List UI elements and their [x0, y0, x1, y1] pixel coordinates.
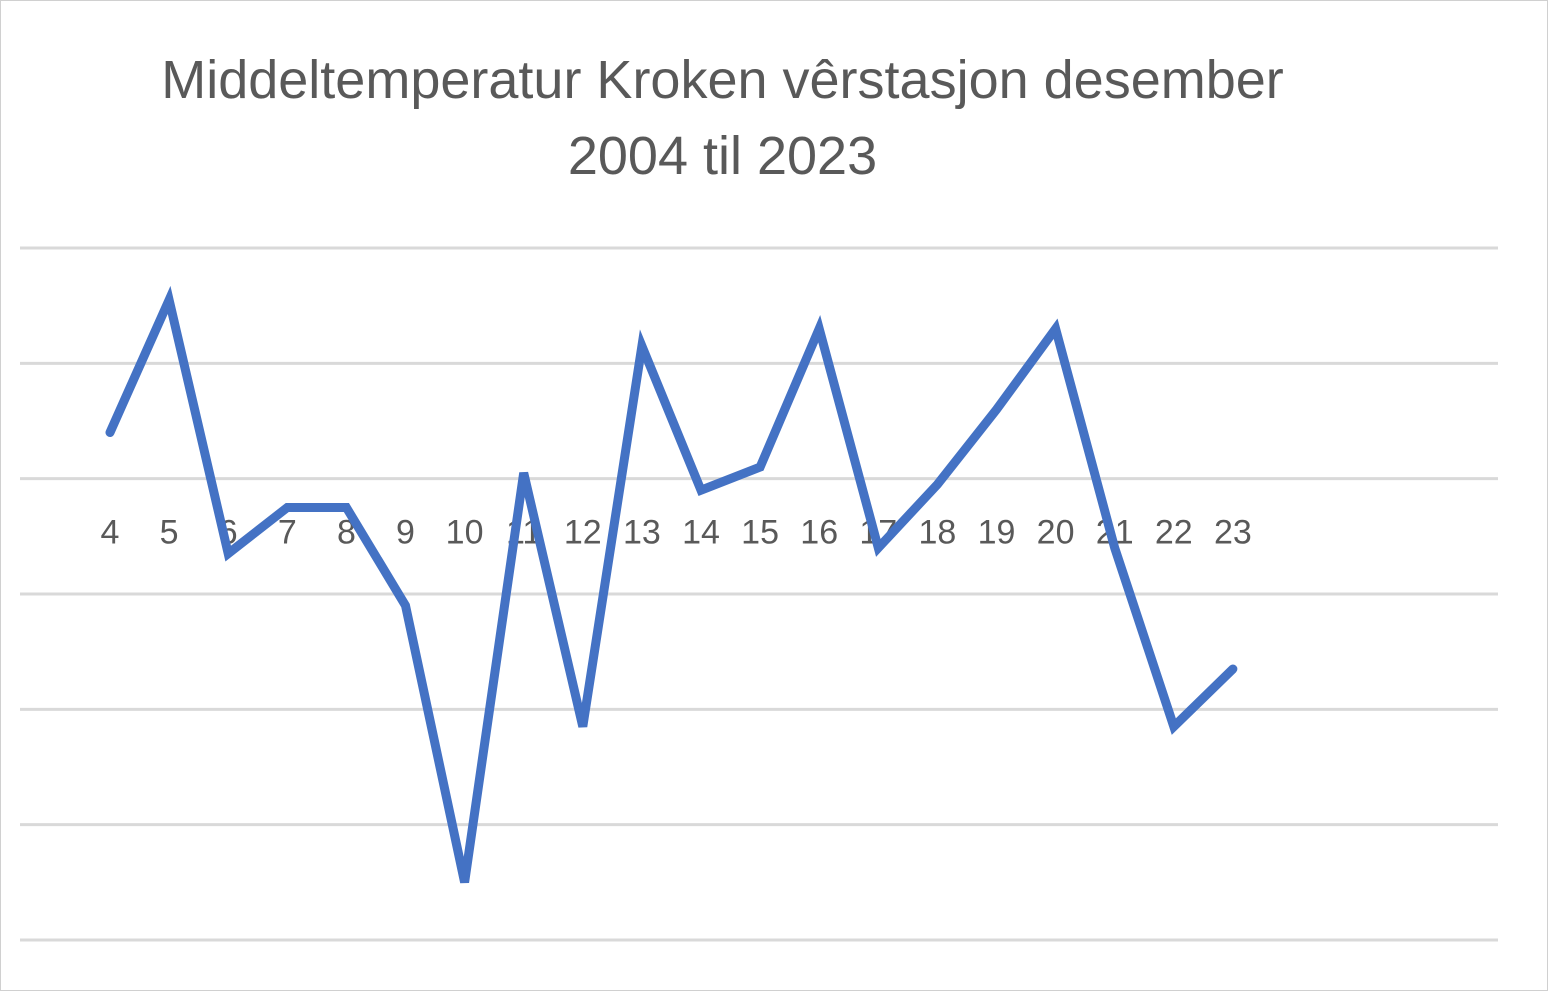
- x-tick-label: 18: [918, 514, 956, 552]
- gridlines: [20, 246, 1498, 942]
- chart-title-line-2: 2004 til 2023: [567, 126, 878, 186]
- x-tick-label: 12: [564, 514, 602, 552]
- chart-title: Middeltemperatur Kroken vêrstasjon desem…: [0, 42, 1445, 194]
- x-tick-label: 16: [800, 514, 838, 552]
- x-tick-label: 20: [1037, 514, 1075, 552]
- x-tick-label: 4: [101, 514, 120, 552]
- x-tick-label: 19: [978, 514, 1016, 552]
- x-tick-label: 5: [160, 514, 179, 552]
- x-tick-label: 15: [741, 514, 779, 552]
- x-tick-label: 23: [1214, 514, 1252, 552]
- x-tick-label: 7: [278, 514, 297, 552]
- series-line: [105, 285, 1238, 884]
- x-tick-label: 13: [623, 514, 661, 552]
- x-tick-label: 14: [682, 514, 720, 552]
- x-tick-label: 10: [446, 514, 484, 552]
- x-axis-tick-labels: 4 5 6 7 8 9 10 11 12 13 14 15 16 17 18 19 20 21 22 23: [101, 514, 1252, 552]
- series-layer: [105, 285, 1238, 884]
- chart-title-line-1: Middeltemperatur Kroken vêrstasjon desem…: [161, 50, 1284, 110]
- x-tick-label: 22: [1155, 514, 1193, 552]
- x-tick-label: 9: [396, 514, 415, 552]
